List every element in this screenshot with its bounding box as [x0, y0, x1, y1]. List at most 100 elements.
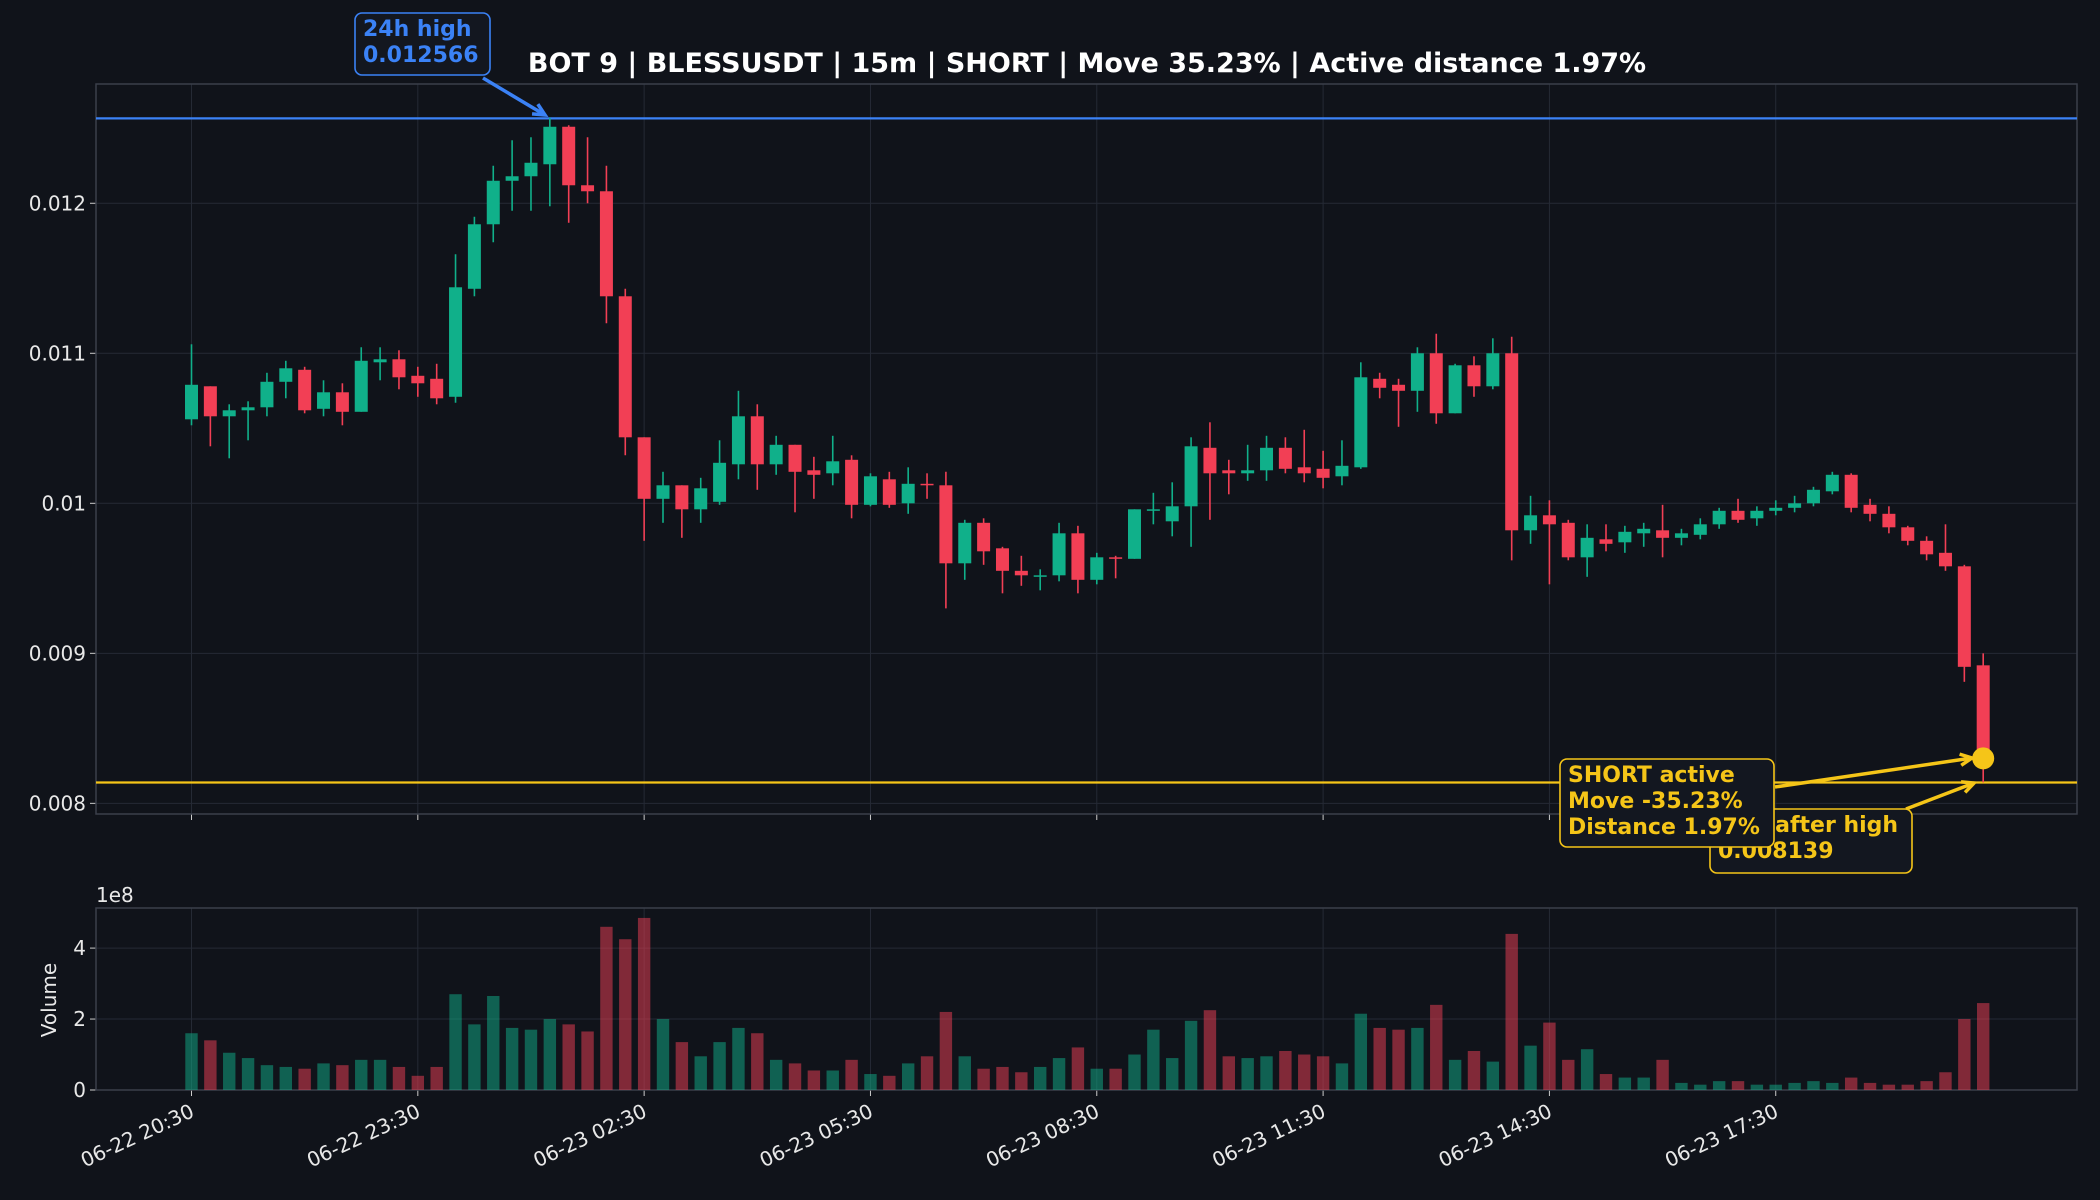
y-tick-label: 0.012 [29, 191, 86, 215]
candle-body [901, 483, 915, 504]
annotation-arrow [482, 76, 546, 117]
candle-body [1052, 533, 1066, 576]
annotation-text: 24h high [363, 17, 472, 42]
candle-body [882, 479, 896, 505]
volume-bar [1166, 1058, 1179, 1090]
volume-bar [1788, 1082, 1801, 1090]
volume-bar [411, 1075, 425, 1090]
volume-bar [1203, 1010, 1217, 1090]
volume-bar [1222, 1056, 1235, 1090]
annotation-arrow [1905, 781, 1975, 811]
volume-bar [185, 1033, 198, 1090]
volume-bar [864, 1074, 877, 1090]
volume-bar [373, 1059, 387, 1090]
volume-bar [1392, 1029, 1405, 1090]
volume-bar [1109, 1068, 1122, 1090]
candle-body [260, 381, 274, 408]
volume-bar [1090, 1068, 1103, 1090]
candle-body [1957, 566, 1971, 667]
volume-bar [788, 1063, 802, 1090]
volume-bar [1034, 1066, 1047, 1090]
plot-frame [95, 83, 2078, 815]
volume-offset: 1e8 [96, 883, 134, 907]
candle-body [675, 485, 689, 510]
candle-body [430, 378, 444, 399]
candle-body [618, 296, 632, 438]
candle-body [1712, 510, 1726, 525]
volume-bar [1316, 1056, 1330, 1090]
volume-bar [1184, 1020, 1198, 1090]
volume-axis-label: Volume [37, 963, 61, 1037]
volume-bar [336, 1065, 349, 1090]
candle-body [543, 126, 557, 165]
candle-body [920, 483, 934, 486]
volume-bar [1920, 1081, 1933, 1090]
volume-bar [1769, 1084, 1782, 1090]
volume-bar [637, 917, 651, 1090]
candle-body [241, 407, 255, 411]
candle-body [1750, 510, 1764, 519]
candle-body [486, 180, 500, 225]
volume-bar [1618, 1077, 1632, 1090]
volume-bar [241, 1058, 255, 1090]
volume-bar [1052, 1058, 1066, 1090]
candle-body [713, 462, 727, 502]
y-tick-label: 2 [73, 1007, 86, 1031]
volume-bar [1524, 1045, 1537, 1090]
volume-bar [449, 994, 462, 1090]
candle-body [1448, 365, 1462, 414]
candle-body [524, 162, 538, 177]
annotation-arrowhead [1960, 780, 1978, 794]
candle-body [845, 459, 859, 505]
volume-bar [675, 1042, 689, 1090]
volume-bar [751, 1033, 764, 1090]
candle-body [411, 375, 425, 384]
candle-body [1901, 527, 1915, 541]
candle-body [317, 392, 331, 409]
volume-bar [223, 1052, 236, 1090]
volume-bar [1486, 1061, 1500, 1090]
candle-body [863, 476, 877, 505]
volume-bar [694, 1056, 707, 1090]
candle-body [1467, 365, 1481, 387]
candle-body [826, 461, 840, 474]
volume-bar [1128, 1054, 1141, 1090]
volume-bar [1580, 1049, 1594, 1090]
volume-bar [619, 939, 632, 1090]
candle-body [958, 522, 972, 564]
y-tick-label: 0.009 [29, 641, 86, 665]
volume-bar [430, 1066, 443, 1090]
candle-body [939, 485, 953, 564]
volume-bar [260, 1065, 274, 1090]
candle-body [1429, 353, 1443, 414]
candle-body [1769, 507, 1783, 511]
candle-body [1825, 474, 1839, 492]
candle-body [1241, 470, 1255, 474]
candle-body [1505, 353, 1519, 531]
candle-body [1656, 530, 1670, 538]
candle-body [373, 359, 387, 363]
y-tick-label: 0.01 [41, 491, 86, 515]
volume-bar [769, 1059, 783, 1090]
candle-body [185, 384, 198, 420]
volume-bar [524, 1029, 538, 1090]
volume-bar [1448, 1059, 1462, 1090]
volume-bar [901, 1063, 915, 1090]
candle-body [1599, 539, 1613, 544]
candle-body [562, 126, 576, 186]
volume-bar [1750, 1084, 1764, 1090]
volume-bar [732, 1027, 745, 1090]
candle-body [1392, 384, 1406, 391]
annotation-arrowhead [1959, 752, 1976, 767]
volume-bar [1354, 1013, 1368, 1090]
candle-body [1033, 575, 1047, 577]
candle-body [1184, 446, 1198, 507]
volume-bar [1335, 1063, 1349, 1090]
annotation-box [354, 12, 491, 76]
volume-bar [996, 1066, 1009, 1090]
candle-body [1297, 467, 1311, 474]
volume-bar [1467, 1050, 1481, 1090]
volume-bar [600, 926, 613, 1090]
